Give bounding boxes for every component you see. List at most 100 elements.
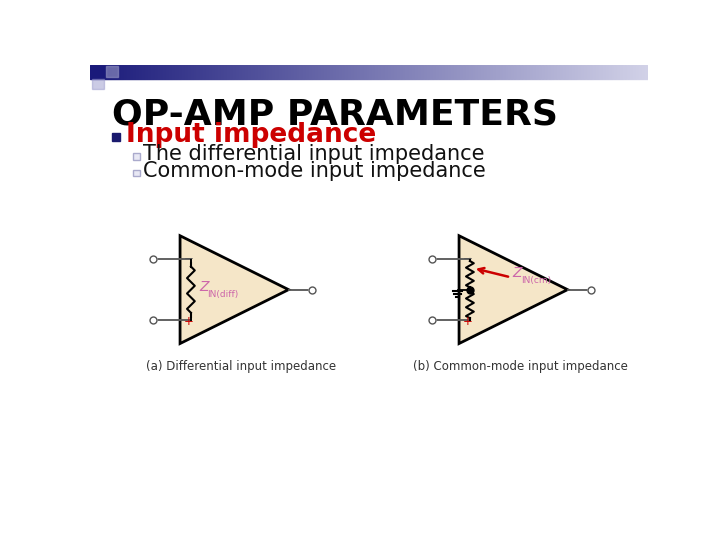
Bar — [132, 65, 133, 79]
Bar — [589, 65, 590, 79]
Bar — [297, 65, 299, 79]
Bar — [639, 65, 640, 79]
Bar — [253, 65, 254, 79]
Bar — [324, 65, 325, 79]
Bar — [281, 65, 282, 79]
Bar — [624, 65, 625, 79]
Bar — [91, 65, 92, 79]
Bar — [393, 65, 394, 79]
Bar — [259, 65, 260, 79]
Bar — [225, 65, 226, 79]
Bar — [406, 65, 407, 79]
Bar — [382, 65, 383, 79]
Bar — [449, 65, 451, 79]
Bar — [303, 65, 304, 79]
Bar — [184, 65, 185, 79]
Bar — [96, 65, 97, 79]
Bar — [286, 65, 287, 79]
Bar — [245, 65, 246, 79]
Bar — [599, 65, 600, 79]
Bar — [283, 65, 284, 79]
Bar — [438, 65, 439, 79]
Bar — [165, 65, 166, 79]
Bar — [186, 65, 187, 79]
Bar — [646, 65, 647, 79]
Bar — [383, 65, 384, 79]
Bar — [374, 65, 375, 79]
Bar — [287, 65, 289, 79]
Bar — [236, 65, 238, 79]
Bar — [644, 65, 645, 79]
Bar — [368, 65, 369, 79]
Bar — [345, 65, 346, 79]
Bar — [372, 65, 373, 79]
Bar — [555, 65, 556, 79]
Bar — [90, 65, 91, 79]
Bar — [543, 65, 544, 79]
Bar — [505, 65, 506, 79]
Bar — [605, 65, 606, 79]
Bar — [100, 65, 101, 79]
Bar — [192, 65, 193, 79]
Bar — [342, 65, 343, 79]
Bar — [207, 65, 208, 79]
Bar — [274, 65, 275, 79]
Bar — [128, 65, 129, 79]
Bar — [417, 65, 418, 79]
Bar — [515, 65, 516, 79]
Bar — [594, 65, 595, 79]
Bar — [618, 65, 619, 79]
Bar — [604, 65, 605, 79]
Bar — [149, 65, 150, 79]
Bar — [419, 65, 420, 79]
Bar — [347, 65, 348, 79]
Bar — [508, 65, 509, 79]
Bar — [266, 65, 267, 79]
Bar — [301, 65, 302, 79]
Bar — [518, 65, 519, 79]
Bar — [273, 65, 274, 79]
Bar — [474, 65, 475, 79]
Bar — [196, 65, 197, 79]
Bar — [333, 65, 334, 79]
Bar — [134, 65, 135, 79]
Bar — [304, 65, 305, 79]
Bar — [318, 65, 319, 79]
Bar — [362, 65, 363, 79]
Bar — [112, 65, 113, 79]
Bar — [285, 65, 286, 79]
Bar — [557, 65, 558, 79]
Bar — [220, 65, 221, 79]
Bar — [532, 65, 533, 79]
Bar — [477, 65, 478, 79]
Bar — [571, 65, 572, 79]
Bar — [576, 65, 577, 79]
Bar — [541, 65, 542, 79]
Bar — [375, 65, 376, 79]
Bar — [163, 65, 164, 79]
Bar — [176, 65, 177, 79]
Bar — [588, 65, 589, 79]
Bar — [313, 65, 314, 79]
Bar — [256, 65, 258, 79]
Bar — [132, 153, 140, 159]
Bar — [127, 65, 128, 79]
Bar — [513, 65, 514, 79]
Text: −: − — [184, 252, 194, 265]
Bar — [364, 65, 365, 79]
Bar — [610, 65, 611, 79]
Bar — [540, 65, 541, 79]
Bar — [457, 65, 458, 79]
Bar — [116, 65, 117, 79]
Bar — [280, 65, 281, 79]
Bar — [305, 65, 306, 79]
Bar — [323, 65, 324, 79]
Bar — [575, 65, 576, 79]
Bar — [402, 65, 403, 79]
Bar — [110, 65, 111, 79]
Bar — [329, 65, 330, 79]
Bar — [164, 65, 165, 79]
Bar — [140, 65, 141, 79]
Bar — [355, 65, 356, 79]
Bar — [326, 65, 327, 79]
